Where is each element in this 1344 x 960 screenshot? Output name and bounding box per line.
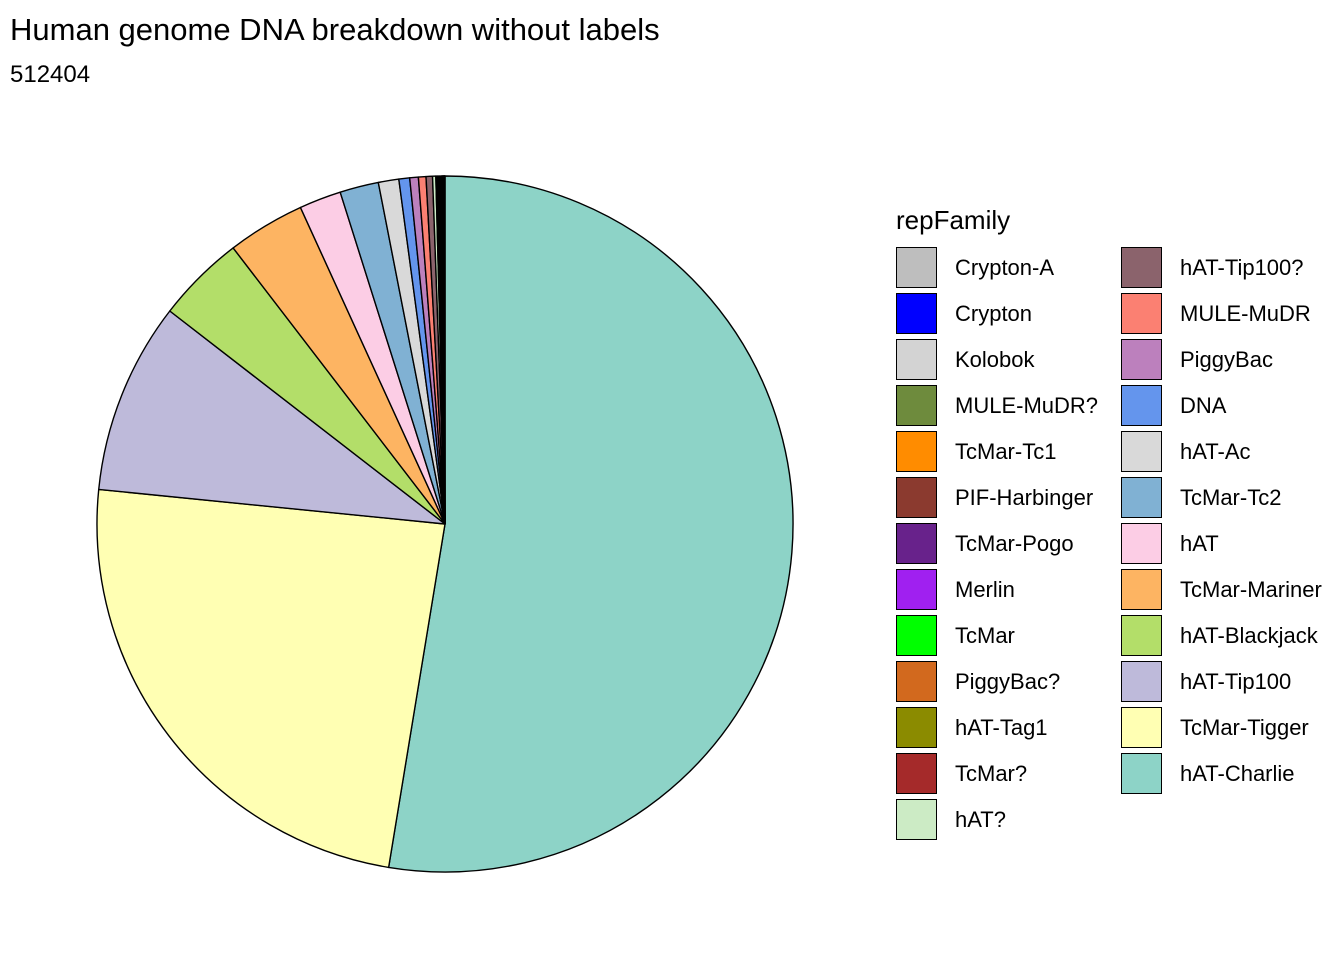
chart-subtitle: 512404: [10, 61, 91, 88]
legend-item-tcmar-tc2: TcMar-Tc2: [1121, 477, 1344, 523]
legend-item-hat-tip100: hAT-Tip100: [1121, 661, 1344, 707]
legend-label: hAT-Blackjack: [1180, 623, 1318, 648]
legend-label: hAT-Tag1: [955, 715, 1048, 740]
legend-item-mule-mudr: MULE-MuDR: [1121, 293, 1344, 339]
legend-item-hat-charlie: hAT-Charlie: [1121, 753, 1344, 799]
legend-label: Merlin: [955, 577, 1015, 602]
legend-swatch: [1121, 569, 1162, 610]
legend-label: Crypton: [955, 301, 1033, 326]
legend-label: MULE-MuDR?: [955, 393, 1099, 418]
legend-swatch: [1121, 661, 1162, 702]
legend-swatch: [1121, 477, 1162, 518]
legend-swatch: [1121, 247, 1162, 288]
legend-label: TcMar-Tc1: [955, 439, 1057, 464]
legend-label: MULE-MuDR: [1180, 301, 1311, 326]
pie-slice-hat-tip100: [98, 310, 446, 525]
legend-item-hat-tag1: hAT-Tag1: [896, 707, 1136, 753]
legend-swatch: [896, 661, 937, 702]
legend-swatch: [896, 293, 937, 334]
legend-label: hAT: [1180, 531, 1219, 556]
legend-item-hat-tip100-: hAT-Tip100?: [1121, 247, 1344, 293]
legend-label: DNA: [1180, 393, 1227, 418]
legend-item-tcmar: TcMar: [896, 615, 1136, 661]
legend-label: hAT-Charlie: [1180, 761, 1295, 786]
legend-item-mule-mudr-: MULE-MuDR?: [896, 385, 1136, 431]
legend-swatch: [896, 339, 937, 380]
chart-title: Human genome DNA breakdown without label…: [10, 12, 660, 47]
legend-swatch: [896, 523, 937, 564]
legend-item-pif-harbinger: PIF-Harbinger: [896, 477, 1136, 523]
legend-label: hAT-Tip100?: [1180, 255, 1304, 280]
legend-item-kolobok: Kolobok: [896, 339, 1136, 385]
legend-item-tcmar-mariner: TcMar-Mariner: [1121, 569, 1344, 615]
legend-label: TcMar-Pogo: [955, 531, 1074, 556]
legend-swatch: [1121, 385, 1162, 426]
legend-item-piggybac-: PiggyBac?: [896, 661, 1136, 707]
legend-title: repFamily: [896, 205, 1011, 235]
legend-label: PiggyBac: [1180, 347, 1273, 372]
legend-label: PIF-Harbinger: [955, 485, 1094, 510]
legend-swatch: [1121, 707, 1162, 748]
legend-item-hat: hAT: [1121, 523, 1344, 569]
pie-slice-tcmar-tigger: [96, 488, 446, 869]
legend-label: hAT-Tip100: [1180, 669, 1292, 694]
pie-slice-hat-charlie: [387, 175, 794, 873]
legend-label: TcMar-Tigger: [1180, 715, 1309, 740]
legend-swatch: [896, 615, 937, 656]
legend-swatch: [1121, 523, 1162, 564]
legend-swatch: [896, 753, 937, 794]
legend-item-hat-: hAT?: [896, 799, 1136, 845]
legend-label: hAT-Ac: [1180, 439, 1251, 464]
legend-swatch: [1121, 615, 1162, 656]
legend-label: hAT?: [955, 807, 1006, 832]
legend-swatch: [1121, 431, 1162, 472]
legend-label: TcMar: [955, 623, 1015, 648]
legend-label: Crypton-A: [955, 255, 1055, 280]
legend-swatch: [896, 799, 937, 840]
pie-chart: [96, 175, 794, 873]
legend-label: TcMar?: [955, 761, 1028, 786]
legend-swatch: [896, 477, 937, 518]
legend-swatch: [1121, 293, 1162, 334]
legend-swatch: [1121, 753, 1162, 794]
legend-item-tcmar-tc1: TcMar-Tc1: [896, 431, 1136, 477]
legend-label: TcMar-Tc2: [1180, 485, 1282, 510]
legend-item-hat-blackjack: hAT-Blackjack: [1121, 615, 1344, 661]
legend-item-dna: DNA: [1121, 385, 1344, 431]
legend-label: Kolobok: [955, 347, 1035, 372]
legend-label: PiggyBac?: [955, 669, 1061, 694]
legend-item-crypton-a: Crypton-A: [896, 247, 1136, 293]
legend-item-tcmar-pogo: TcMar-Pogo: [896, 523, 1136, 569]
legend-swatch: [896, 569, 937, 610]
legend-item-tcmar-tigger: TcMar-Tigger: [1121, 707, 1344, 753]
legend-swatch: [896, 431, 937, 472]
legend-swatch: [896, 247, 937, 288]
legend-item-crypton: Crypton: [896, 293, 1136, 339]
legend-item-tcmar-: TcMar?: [896, 753, 1136, 799]
legend-item-merlin: Merlin: [896, 569, 1136, 615]
legend-swatch: [896, 385, 937, 426]
legend-swatch: [1121, 339, 1162, 380]
legend-swatch: [896, 707, 937, 748]
legend-item-hat-ac: hAT-Ac: [1121, 431, 1344, 477]
legend-label: TcMar-Mariner: [1180, 577, 1322, 602]
legend-item-piggybac: PiggyBac: [1121, 339, 1344, 385]
